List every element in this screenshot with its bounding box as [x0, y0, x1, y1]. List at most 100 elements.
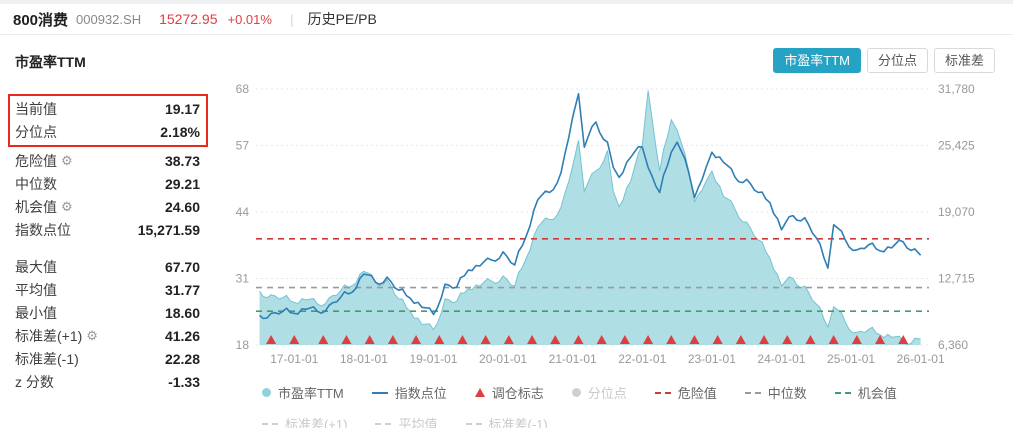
rebalance-marker-icon [318, 335, 329, 344]
rebalance-marker-icon [782, 335, 793, 344]
stat-label: 标准差(+1) ⚙ [15, 326, 98, 346]
index-name: 800消费 [13, 11, 69, 29]
rebalance-marker-icon [457, 335, 468, 344]
content: 市盈率TTM 当前值 19.17 分位点 2.18% 危险值 ⚙ 38.73 [0, 35, 1013, 428]
legend-item-rebalance-flag[interactable]: 调仓标志 [474, 383, 544, 402]
pe-area-series [259, 90, 921, 345]
stat-value: 22.28 [164, 350, 200, 367]
legend-label: 标准差(+1) [285, 417, 348, 428]
index-level-line-icon [371, 391, 388, 394]
legend-item-danger-value[interactable]: 危险值 [654, 383, 717, 402]
stat-row-zscore: z 分数 -1.33 [15, 370, 222, 393]
legend-item-opportunity-value[interactable]: 机会值 [834, 383, 897, 402]
stat-label: 机会值 ⚙ [15, 197, 73, 217]
stat-row-mean: 平均值 31.77 [15, 278, 222, 301]
stat-value: 19.17 [164, 100, 200, 117]
stat-label: 最大值 [15, 258, 57, 275]
x-axis-tick: 22-01-01 [618, 352, 666, 366]
opportunity-value-dash-icon [834, 391, 851, 394]
stats-panel: 市盈率TTM 当前值 19.17 分位点 2.18% 危险值 ⚙ 38.73 [0, 35, 222, 428]
percentile-dot-icon [571, 388, 581, 397]
gear-icon[interactable]: ⚙ [61, 152, 73, 168]
stat-label-text: 危险值 [15, 152, 57, 169]
top-strip [0, 0, 1013, 4]
stat-value: 41.26 [164, 327, 200, 344]
stat-label: z 分数 [15, 373, 54, 390]
rebalance-marker-icon [364, 335, 375, 344]
legend-item-std-minus-1[interactable]: 标准差(-1) [465, 414, 548, 428]
legend-label: 平均值 [398, 417, 438, 428]
stat-label: 当前值 [15, 100, 57, 117]
legend-item-percentile[interactable]: 分位点 [571, 383, 627, 402]
stat-label: 标准差(-1) [15, 350, 79, 367]
stat-value: 2.18% [160, 123, 200, 140]
stat-row-std-plus1: 标准差(+1) ⚙ 41.26 [15, 324, 222, 347]
median-value-dash-icon [744, 391, 761, 394]
stat-row-percentile: 分位点 2.18% [15, 120, 200, 143]
rebalance-marker-icon [666, 335, 677, 344]
x-axis-tick: 26-01-01 [897, 352, 945, 366]
pe-area-edge [259, 90, 921, 346]
legend-label: 危险值 [677, 386, 717, 401]
highlight-box: 当前值 19.17 分位点 2.18% [8, 94, 208, 147]
tab-pe-ttm[interactable]: 市盈率TTM [773, 48, 861, 73]
left-axis-tick: 68 [236, 82, 250, 96]
stat-label-text: 机会值 [15, 198, 57, 215]
rebalance-marker-icon [573, 335, 584, 344]
rebalance-marker-icon [619, 335, 630, 344]
rebalance-marker-icon [341, 335, 352, 344]
stat-label: 最小值 [15, 304, 57, 321]
tab-stddev[interactable]: 标准差 [933, 48, 995, 73]
pe-chart[interactable]: 18 6,360 31 12,715 44 19,070 57 25,425 68 31,780 1… [228, 77, 1001, 377]
rebalance-marker-icon [411, 335, 422, 344]
index-line-series [258, 93, 922, 320]
left-axis-tick: 44 [236, 205, 250, 219]
x-axis-tick: 17-01-01 [270, 352, 318, 366]
legend-label: 中位数 [767, 386, 807, 401]
divider: | [289, 11, 294, 27]
stat-value: 18.60 [164, 304, 200, 321]
chart-section: 市盈率TTM 分位点 标准差 18 6,360 31 12,715 44 19,070 57… [222, 35, 1013, 428]
legend-label: 调仓标志 [491, 386, 544, 401]
left-axis-tick: 31 [236, 271, 250, 285]
legend-item-median-value[interactable]: 中位数 [744, 383, 807, 402]
rebalance-marker-icon [735, 335, 746, 344]
index-change-pct: +0.01% [227, 11, 272, 27]
rebalance-marker-icon [266, 335, 277, 344]
stat-label: 平均值 [15, 281, 57, 298]
stat-row-min: 最小值 18.60 [15, 301, 222, 324]
index-price: 15272.95 [159, 11, 218, 27]
legend-label: 指数点位 [394, 386, 447, 401]
tab-percentile[interactable]: 分位点 [866, 48, 928, 73]
rebalance-marker-icon [828, 335, 839, 344]
right-axis-tick: 31,780 [938, 82, 975, 96]
stat-label: 危险值 ⚙ [15, 151, 73, 171]
x-axis-tick: 23-01-01 [688, 352, 736, 366]
stat-label-text: 标准差(+1) [15, 327, 83, 344]
stat-value: 15,271.59 [137, 221, 200, 238]
legend-item-pe-ttm[interactable]: 市盈率TTM [262, 383, 344, 402]
rebalance-marker-icon [805, 335, 816, 344]
stat-row-opportunity: 机会值 ⚙ 24.60 [15, 195, 222, 218]
stat-label: 分位点 [15, 123, 57, 140]
stat-value: -1.33 [168, 373, 200, 390]
legend-label: 市盈率TTM [278, 386, 344, 401]
stat-row-current: 当前值 19.17 [15, 97, 200, 120]
gear-icon[interactable]: ⚙ [86, 327, 98, 343]
x-axis-tick: 20-01-01 [479, 352, 527, 366]
legend-item-mean-value[interactable]: 平均值 [375, 414, 438, 428]
stat-label: 指数点位 [15, 221, 71, 238]
gear-icon[interactable]: ⚙ [61, 198, 73, 214]
rebalance-marker-icon [503, 335, 514, 344]
rebalance-flag-triangle-icon [474, 388, 485, 397]
legend-item-index-level[interactable]: 指数点位 [371, 383, 447, 402]
x-axis-tick: 24-01-01 [757, 352, 805, 366]
left-axis-tick: 18 [236, 338, 250, 352]
rebalance-marker-icon [759, 335, 770, 344]
x-axis-tick: 21-01-01 [549, 352, 597, 366]
index-code: 000932.SH [76, 11, 142, 27]
legend-item-std-plus-1[interactable]: 标准差(+1) [262, 414, 347, 428]
stat-row-index-level: 指数点位 15,271.59 [15, 218, 222, 241]
right-axis-tick: 25,425 [938, 138, 975, 152]
